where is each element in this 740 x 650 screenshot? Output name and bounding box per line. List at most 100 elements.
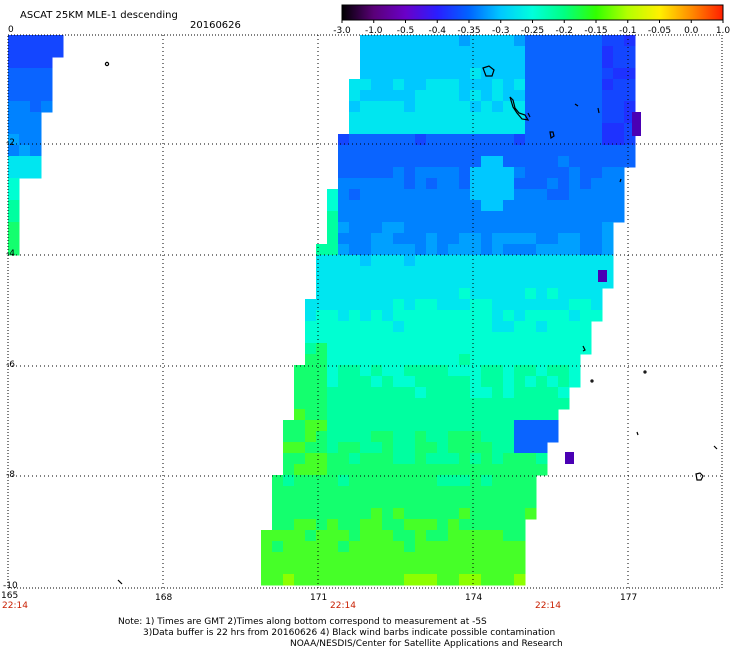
swath-cell [448, 365, 460, 377]
swath-cell [8, 244, 20, 256]
swath-cell [569, 354, 581, 366]
swath-cell [272, 552, 284, 564]
swath-cell [30, 68, 42, 80]
swath-cell [470, 332, 482, 344]
swath-cell [536, 453, 548, 465]
swath-cell [305, 365, 317, 377]
swath-cell [503, 101, 515, 113]
colorbar-label: -0.4 [428, 26, 447, 36]
swath-cell [470, 244, 482, 256]
swath-cell [481, 123, 493, 135]
swath-cell [481, 365, 493, 377]
swath-cell [283, 464, 295, 476]
swath-cell [437, 255, 449, 267]
swath-cell [470, 398, 482, 410]
swath-cell [459, 442, 471, 454]
swath-cell [470, 277, 482, 289]
swath-cell [8, 46, 20, 58]
swath-cell [525, 167, 537, 179]
swath-cell [448, 79, 460, 91]
swath-cell [525, 200, 537, 212]
time-label-3: 22:14 [535, 601, 561, 611]
swath-cell [459, 255, 471, 267]
swath-cell [415, 398, 427, 410]
swath-cell [525, 321, 537, 333]
swath-cell [305, 541, 317, 553]
swath-cell [558, 310, 570, 322]
swath-cell [536, 35, 548, 47]
swath-cell [470, 90, 482, 102]
swath-cell [470, 409, 482, 421]
swath-cell [503, 365, 515, 377]
swath-cell [360, 79, 372, 91]
swath-cell [30, 101, 42, 113]
swath-cell [437, 310, 449, 322]
swath-cell [30, 57, 42, 69]
swath-cell [371, 134, 383, 146]
colorbar-label: 0.0 [684, 26, 699, 36]
swath-cell [459, 475, 471, 487]
swath-cell [448, 442, 460, 454]
swath-cell [360, 376, 372, 388]
swath-cell [459, 519, 471, 531]
swath-cell [30, 35, 42, 47]
swath-cell [569, 189, 581, 201]
swath-cell [382, 68, 394, 80]
swath-cell [393, 156, 405, 168]
swath-cell [349, 332, 361, 344]
swath-cell [404, 200, 416, 212]
swath-cell [525, 343, 537, 355]
swath-cell [580, 134, 592, 146]
swath-cell [8, 79, 20, 91]
swath-cell [426, 233, 438, 245]
swath-cell [316, 431, 328, 443]
swath-cell [415, 464, 427, 476]
swath-cell [283, 530, 295, 542]
swath-cell [404, 68, 416, 80]
swath-cell [481, 354, 493, 366]
swath-cell [547, 420, 559, 432]
swath-cell [481, 145, 493, 157]
swath-cell [459, 321, 471, 333]
swath-cell [547, 233, 559, 245]
swath-cell [415, 57, 427, 69]
swath-cell [514, 453, 526, 465]
swath-cell [382, 541, 394, 553]
colorbar-label: -1.0 [364, 26, 383, 36]
swath-cell [393, 189, 405, 201]
swath-cell [591, 167, 603, 179]
swath-cell [316, 563, 328, 575]
swath-cell [470, 387, 482, 399]
swath-cell [393, 431, 405, 443]
swath-cell [613, 57, 625, 69]
swath-cell [525, 101, 537, 113]
swath-cell [437, 101, 449, 113]
swath-cell [481, 409, 493, 421]
swath-cell [360, 343, 372, 355]
swath-cell [514, 574, 526, 586]
swath-cell [481, 134, 493, 146]
swath-cell [525, 332, 537, 344]
swath-cell [415, 90, 427, 102]
swath-cell [525, 442, 537, 454]
swath-cell [371, 376, 383, 388]
swath-cell [525, 156, 537, 168]
swath-cell [415, 519, 427, 531]
colorbar-label: -0.05 [647, 26, 672, 36]
swath-cell [525, 453, 537, 465]
swath-cell [393, 519, 405, 531]
swath-cell [514, 167, 526, 179]
swath-cell [327, 332, 339, 344]
swath-cell [393, 453, 405, 465]
swath-cell [382, 563, 394, 575]
swath-cell [294, 376, 306, 388]
swath-cell [470, 57, 482, 69]
swath-cell [371, 277, 383, 289]
swath-cell [382, 321, 394, 333]
swath-cell [459, 574, 471, 586]
swath-cell [316, 453, 328, 465]
swath-cell [448, 376, 460, 388]
swath-cell [470, 508, 482, 520]
swath-cell [316, 486, 328, 498]
swath-cell [349, 343, 361, 355]
